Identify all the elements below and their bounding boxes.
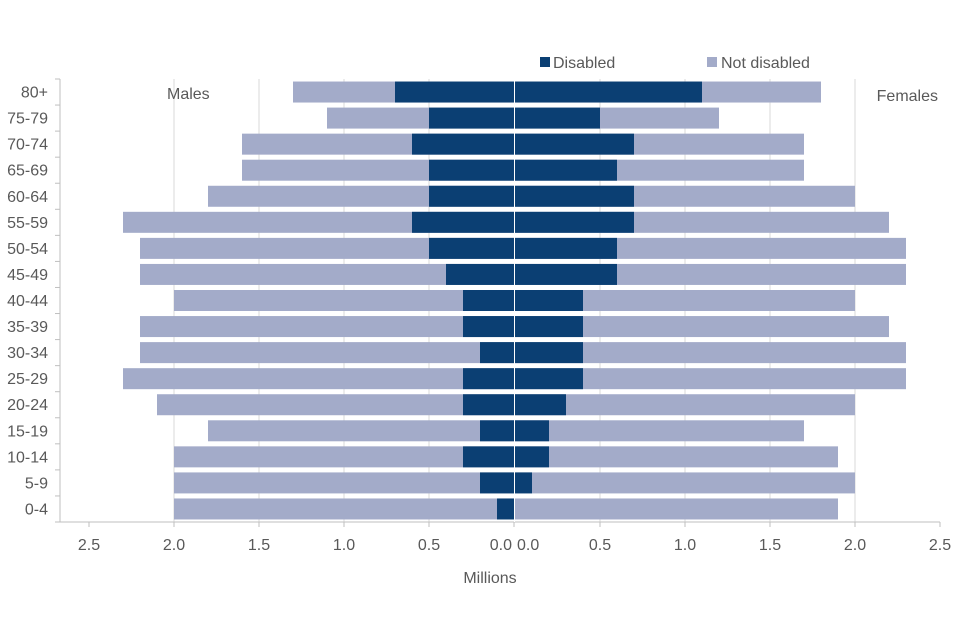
bar-male-not-disabled-25-29 (123, 368, 514, 390)
legend-swatch-disabled (540, 57, 550, 67)
bar-female-disabled-20-24 (515, 394, 566, 416)
bar-male-not-disabled-50-54 (140, 237, 514, 259)
bar-female-disabled-65-69 (515, 159, 617, 181)
bar-male-not-disabled-30-34 (140, 342, 514, 364)
x-tick-labels: 2.5 2.0 1.5 1.0 0.5 0.0 0.0 0.5 1.0 1.5 2.0 2.5 (78, 537, 951, 554)
bar-female-not-disabled-0-4 (515, 498, 838, 520)
bar-female-disabled-5-9 (515, 472, 532, 494)
bar-female-disabled-55-59 (515, 211, 634, 233)
bar-male-not-disabled-15-19 (208, 420, 514, 442)
category-label-40-44: 40-44 (7, 293, 48, 310)
bar-female-disabled-10-14 (515, 446, 549, 468)
x-tick-label-4: 0.5 (418, 537, 440, 554)
bar-female-disabled-30-34 (515, 342, 583, 364)
bar-male-disabled-0-4 (497, 498, 514, 520)
bar-male-disabled-75-79 (429, 107, 514, 129)
category-label-30-34: 30-34 (7, 345, 48, 362)
legend-label-not-disabled: Not disabled (721, 55, 810, 72)
bar-female-not-disabled-35-39 (515, 316, 889, 338)
category-label-70-74: 70-74 (7, 137, 48, 154)
bar-female-disabled-60-64 (515, 185, 634, 207)
category-label-60-64: 60-64 (7, 189, 48, 206)
legend: Disabled Not disabled (540, 55, 810, 72)
x-tick-label-10: 2.0 (844, 537, 866, 554)
bar-female-not-disabled-10-14 (515, 446, 838, 468)
category-label-45-49: 45-49 (7, 267, 48, 284)
bar-female-disabled-75-79 (515, 107, 600, 129)
bar-male-disabled-10-14 (463, 446, 514, 468)
x-tick-label-3: 1.0 (333, 537, 355, 554)
category-label-35-39: 35-39 (7, 319, 48, 336)
bar-female-disabled-25-29 (515, 368, 583, 390)
bar-male-not-disabled-0-4 (174, 498, 514, 520)
bar-male-disabled-40-44 (463, 290, 514, 311)
x-tick-label-7: 0.5 (589, 537, 611, 554)
x-tick-label-6: 0.0 (517, 537, 539, 554)
bar-male-disabled-45-49 (446, 263, 514, 285)
bar-male-not-disabled-35-39 (140, 316, 514, 338)
bar-male-disabled-20-24 (463, 394, 514, 416)
bar-female-disabled-70-74 (515, 133, 634, 155)
bar-male-not-disabled-10-14 (174, 446, 514, 468)
bar-female-not-disabled-20-24 (515, 394, 855, 416)
category-label-75-79: 75-79 (7, 111, 48, 128)
bar-male-disabled-30-34 (480, 342, 514, 364)
category-label-55-59: 55-59 (7, 215, 48, 232)
bar-male-not-disabled-45-49 (140, 263, 514, 285)
category-label-20-24: 20-24 (7, 397, 48, 414)
bars (123, 81, 906, 520)
bar-female-not-disabled-5-9 (515, 472, 855, 494)
category-label-25-29: 25-29 (7, 371, 48, 388)
bar-male-not-disabled-40-44 (174, 290, 514, 311)
bar-female-not-disabled-30-34 (515, 342, 906, 364)
legend-swatch-not-disabled (707, 57, 717, 67)
females-label: Females (877, 88, 938, 105)
bar-male-disabled-15-19 (480, 420, 514, 442)
bar-male-disabled-5-9 (480, 472, 514, 494)
bar-female-disabled-35-39 (515, 316, 583, 338)
bar-male-disabled-60-64 (429, 185, 514, 207)
x-tick-label-9: 1.5 (759, 537, 781, 554)
x-tick-label-11: 2.5 (929, 537, 951, 554)
bar-female-not-disabled-25-29 (515, 368, 906, 390)
bar-male-disabled-55-59 (412, 211, 514, 233)
bar-female-disabled-40-44 (515, 290, 583, 311)
bar-female-not-disabled-15-19 (515, 420, 804, 442)
category-label-80+: 80+ (21, 85, 48, 102)
bar-male-not-disabled-5-9 (174, 472, 514, 494)
bar-male-disabled-50-54 (429, 237, 514, 259)
bar-male-disabled-25-29 (463, 368, 514, 390)
bar-male-not-disabled-20-24 (157, 394, 514, 416)
x-tick-label-0: 2.5 (78, 537, 100, 554)
bar-female-disabled-80+ (515, 81, 702, 103)
bar-male-disabled-35-39 (463, 316, 514, 338)
bar-male-disabled-65-69 (429, 159, 514, 181)
category-label-5-9: 5-9 (25, 475, 48, 492)
bar-female-disabled-50-54 (515, 237, 617, 259)
bar-male-disabled-70-74 (412, 133, 514, 155)
x-tick-label-1: 2.0 (163, 537, 185, 554)
x-tick-label-8: 1.0 (674, 537, 696, 554)
legend-label-disabled: Disabled (553, 55, 615, 72)
category-labels: 80+ 75-79 70-74 65-69 60-64 55-59 50-54 45-49 40… (7, 85, 48, 519)
x-tick-label-5: 0.0 (490, 537, 512, 554)
category-label-10-14: 10-14 (7, 449, 48, 466)
category-label-50-54: 50-54 (7, 241, 48, 258)
males-label: Males (167, 86, 210, 103)
category-label-15-19: 15-19 (7, 423, 48, 440)
category-label-65-69: 65-69 (7, 163, 48, 180)
bar-female-disabled-45-49 (515, 263, 617, 285)
category-label-0-4: 0-4 (25, 501, 48, 518)
x-axis-title: Millions (463, 570, 516, 587)
bar-female-not-disabled-40-44 (515, 290, 855, 311)
x-tick-label-2: 1.5 (248, 537, 270, 554)
axes (55, 78, 941, 527)
bar-female-disabled-15-19 (515, 420, 549, 442)
bar-male-disabled-80+ (395, 81, 514, 103)
